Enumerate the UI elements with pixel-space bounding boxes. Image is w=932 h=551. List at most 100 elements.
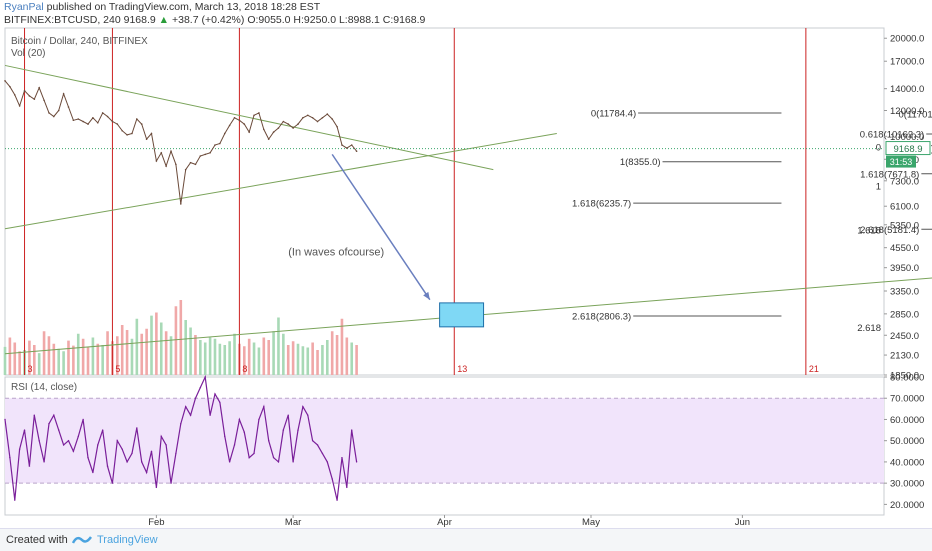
rsi-point: [165, 444, 167, 446]
fib-level-label: 0.618(10162.3): [860, 130, 924, 141]
price-point: [136, 118, 138, 120]
time-marker-label: 5: [115, 364, 120, 374]
fib-level-label: 1.618(7671.8): [860, 169, 919, 180]
author-name[interactable]: RyanPal: [4, 1, 44, 13]
volume-bar: [76, 333, 80, 375]
price-point: [53, 115, 55, 118]
rsi-point: [238, 418, 241, 421]
price-point: [321, 116, 324, 119]
fib-level-label: 2.618(2806.3): [572, 312, 631, 323]
brand-name[interactable]: TradingView: [97, 534, 158, 546]
price-point: [194, 163, 197, 166]
time-marker-label: 13: [457, 364, 467, 374]
symbol-line: BITFINEX:BTCUSD, 240 9168.9 ▲ +38.7 (+0.…: [4, 14, 425, 27]
price-axis-label: 3350.0: [890, 287, 919, 298]
rsi-point: [243, 431, 245, 433]
volume-bar: [179, 300, 183, 375]
rsi-point: [326, 461, 328, 463]
price-point: [277, 127, 280, 129]
time-axis-label: Jun: [735, 517, 750, 528]
price-point: [96, 122, 99, 124]
rsi-axis-label: 20.0000: [890, 500, 924, 511]
rsi-axis-label: 40.0000: [890, 457, 924, 468]
long-support-line[interactable]: [4, 274, 932, 355]
price-point: [243, 123, 246, 125]
volume-bar: [311, 342, 314, 375]
volume-bar: [18, 351, 21, 375]
rsi-point: [4, 418, 6, 421]
volume-bar: [330, 331, 334, 375]
price-axis-label: 3950.0: [890, 263, 919, 274]
rsi-point: [33, 414, 35, 416]
volume-bar: [233, 333, 236, 375]
rsi-point: [184, 406, 187, 408]
projection-arrow[interactable]: [331, 153, 431, 301]
volume-bar: [340, 318, 344, 375]
price-axis-label: 10000.0: [890, 132, 924, 143]
rsi-axis-label: 50.0000: [890, 436, 924, 447]
rsi-title: RSI (14, close): [11, 382, 77, 393]
rsi-point: [136, 427, 138, 429]
price-point: [282, 120, 285, 123]
volume-bar: [321, 345, 324, 375]
price-point: [160, 151, 163, 154]
up-triangle-icon: ▲: [158, 14, 170, 26]
descending-resistance-line[interactable]: [4, 64, 494, 171]
footer-bar: Created with TradingView: [0, 528, 932, 551]
ascending-support-line[interactable]: [4, 132, 557, 230]
price-point: [101, 112, 104, 114]
volume-bar: [257, 347, 261, 375]
last-price: 9168.9: [123, 14, 156, 26]
rsi-point: [14, 499, 16, 501]
price-point: [111, 120, 114, 123]
time-axis-label: Apr: [437, 517, 452, 528]
volume-bar: [91, 337, 95, 375]
rsi-point: [77, 435, 79, 438]
rsi-point: [28, 465, 31, 467]
chart-canvas[interactable]: 3 5 8 13 21 0(11784.4) 1(8355.0) 1.618(6235.7) 2…: [0, 0, 932, 528]
price-point: [116, 123, 119, 125]
main-pane-border: [4, 27, 885, 376]
price-point: [43, 99, 45, 102]
price-point: [77, 118, 80, 120]
price-point: [311, 116, 314, 119]
price-point: [350, 144, 353, 146]
rsi-point: [72, 450, 75, 453]
price-axis-label: 12000.0: [890, 106, 924, 117]
volume-bar: [150, 315, 153, 375]
rsi-point: [97, 444, 99, 446]
volume-bar: [184, 320, 187, 375]
rsi-point: [277, 461, 280, 463]
price-point: [204, 153, 207, 156]
volume-bar: [57, 348, 61, 375]
rsi-point: [121, 448, 123, 450]
created-with-label: Created with: [6, 534, 68, 546]
rsi-point: [101, 429, 104, 431]
rsi-axis-label: 70.0000: [890, 394, 924, 405]
rsi-point: [106, 465, 109, 467]
symbol-label: BITFINEX:BTCUSD, 240: [4, 14, 121, 26]
volume-bar: [33, 345, 36, 375]
price-point: [9, 85, 11, 88]
price-point: [287, 123, 290, 125]
rsi-point: [214, 393, 216, 395]
rsi-point: [126, 461, 128, 463]
volume-bar: [72, 345, 75, 375]
price-axis-label: 2850.0: [890, 309, 919, 320]
price-axis-label: 1850.0: [890, 371, 919, 382]
tradingview-logo-icon[interactable]: [72, 534, 92, 546]
price-axis-label: 14000.0: [890, 84, 924, 95]
rsi-point: [302, 406, 304, 408]
volume-bar: [164, 331, 168, 375]
rsi-point: [131, 452, 133, 455]
volume-bar: [335, 335, 339, 375]
volume-bar: [203, 342, 207, 375]
price-point: [18, 105, 21, 107]
rsi-point: [82, 418, 84, 421]
target-zone-box[interactable]: [439, 302, 485, 328]
volume-bar: [174, 306, 178, 375]
price-point: [263, 128, 265, 131]
rsi-point: [38, 439, 40, 442]
volume-bar: [28, 340, 31, 375]
rsi-point: [272, 456, 275, 459]
